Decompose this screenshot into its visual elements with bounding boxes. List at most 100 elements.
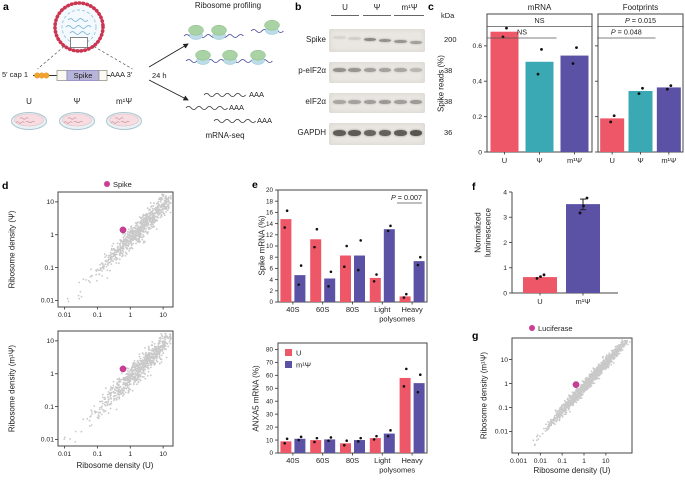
bar-m¹Ψ-60S bbox=[324, 439, 336, 453]
svg-text:1: 1 bbox=[128, 312, 132, 319]
blot-band bbox=[378, 68, 392, 72]
blot-band bbox=[409, 68, 422, 72]
highlight-Spike bbox=[119, 365, 127, 373]
blot-row-label: Spike bbox=[305, 35, 326, 44]
svg-text:30: 30 bbox=[266, 411, 274, 418]
bar-U bbox=[523, 277, 557, 293]
svg-text:P = 0.048: P = 0.048 bbox=[611, 28, 642, 37]
svg-text:1: 1 bbox=[503, 265, 507, 272]
timepoint-label: 24 h bbox=[152, 71, 167, 80]
svg-text:60: 60 bbox=[266, 373, 274, 380]
svg-text:4: 4 bbox=[269, 277, 273, 284]
blot-row-label: eIF2α bbox=[305, 97, 326, 106]
svg-text:80S: 80S bbox=[346, 456, 359, 465]
kda-value: 38 bbox=[444, 66, 453, 75]
panel-d-label: d bbox=[2, 180, 9, 192]
kda-value: 38 bbox=[444, 97, 453, 106]
panel-f-label: f bbox=[472, 181, 476, 193]
svg-text:0.01: 0.01 bbox=[58, 312, 71, 319]
svg-text:10: 10 bbox=[159, 451, 167, 458]
blot-lane-label-m1psi: m¹Ψ bbox=[401, 3, 418, 12]
svg-text:P = 0.007: P = 0.007 bbox=[391, 193, 422, 202]
lane-underline bbox=[363, 15, 391, 16]
cap-bead-icon bbox=[43, 72, 50, 79]
svg-text:U: U bbox=[296, 349, 301, 358]
arrow-ribosome-profiling bbox=[148, 43, 189, 68]
bar-U-60S bbox=[310, 440, 322, 453]
bar-U bbox=[600, 118, 625, 152]
panel-g-label: g bbox=[472, 330, 479, 342]
svg-text:3: 3 bbox=[503, 215, 507, 222]
panel-e-label: e bbox=[252, 179, 258, 191]
svg-text:0.1: 0.1 bbox=[499, 405, 509, 412]
blot-band bbox=[409, 130, 422, 136]
svg-text:10: 10 bbox=[266, 437, 274, 444]
svg-text:0.01: 0.01 bbox=[41, 298, 54, 305]
svg-text:0.2: 0.2 bbox=[473, 114, 483, 121]
svg-text:Footprints: Footprints bbox=[623, 3, 659, 12]
svg-text:2: 2 bbox=[503, 240, 507, 247]
kda-header: kDa bbox=[441, 11, 455, 20]
panel-g-xlabel: Ribosome density (U) bbox=[533, 466, 611, 475]
bar-m¹Ψ-80S bbox=[354, 255, 365, 302]
svg-text:6: 6 bbox=[269, 266, 273, 273]
blot-strip-gapdh bbox=[329, 123, 425, 145]
svg-text:8: 8 bbox=[269, 254, 273, 261]
svg-text:0.01: 0.01 bbox=[534, 458, 547, 465]
svg-text:0.001: 0.001 bbox=[510, 458, 527, 465]
bar-U-60S bbox=[310, 239, 322, 302]
condition-label-m1psi: m¹Ψ bbox=[115, 97, 132, 106]
svg-text:10: 10 bbox=[159, 312, 167, 319]
ribosome-profiling-label: Ribosome profiling bbox=[194, 1, 262, 10]
condition-label-u: U bbox=[26, 97, 32, 106]
svg-text:1: 1 bbox=[50, 371, 54, 378]
blot-band bbox=[333, 130, 346, 136]
svg-text:60S: 60S bbox=[316, 456, 329, 465]
svg-text:U: U bbox=[537, 297, 542, 306]
blot-band bbox=[348, 130, 361, 136]
panel-d-bottom-ylabel: Ribosome density (m¹Ψ) bbox=[7, 344, 17, 433]
lnp-icon bbox=[53, 1, 105, 53]
svg-text:0.01: 0.01 bbox=[41, 437, 54, 444]
bar-U-Heavy bbox=[399, 296, 411, 302]
svg-text:0.01: 0.01 bbox=[495, 429, 508, 436]
svg-text:1: 1 bbox=[582, 458, 586, 465]
bar-m¹Ψ-Light bbox=[383, 229, 395, 302]
svg-text:U: U bbox=[609, 156, 614, 165]
svg-text:Heavy: Heavy bbox=[401, 305, 423, 314]
svg-text:m¹Ψ: m¹Ψ bbox=[296, 361, 311, 370]
svg-text:Heavy: Heavy bbox=[401, 456, 423, 465]
blot-band bbox=[394, 68, 407, 72]
svg-text:0.1: 0.1 bbox=[93, 312, 103, 319]
svg-text:16: 16 bbox=[266, 210, 274, 217]
bar-m¹Ψ-Heavy bbox=[413, 383, 425, 453]
svg-text:70: 70 bbox=[266, 360, 274, 367]
bar-U-Light bbox=[369, 277, 381, 302]
bar-m¹Ψ-40S bbox=[294, 438, 306, 453]
svg-text:0.1: 0.1 bbox=[45, 404, 55, 411]
chart-spike-mrna-polysomes: 0 2 4 6 8 10 12 14 16 18 20 40S 60S 80S Light Heavypoly… bbox=[266, 187, 428, 324]
blot-row-label: GAPDH bbox=[297, 128, 326, 137]
blot-strip-eif2a bbox=[329, 93, 425, 113]
construct-cap-label: 5′ cap 1 bbox=[2, 70, 29, 79]
svg-text:60S: 60S bbox=[316, 305, 329, 314]
svg-text:80S: 80S bbox=[346, 305, 359, 314]
panel-d-xlabel: Ribosome density (U) bbox=[76, 461, 154, 470]
blot-band bbox=[348, 100, 361, 104]
highlight-Luciferase bbox=[572, 381, 580, 388]
svg-text:m¹Ψ: m¹Ψ bbox=[567, 156, 582, 165]
svg-text:10: 10 bbox=[602, 458, 610, 465]
svg-text:40S: 40S bbox=[286, 305, 299, 314]
svg-text:0.4: 0.4 bbox=[473, 79, 483, 86]
svg-text:20: 20 bbox=[266, 187, 274, 194]
bar-U-40S bbox=[280, 219, 292, 302]
svg-text:Light: Light bbox=[374, 305, 391, 314]
panel-c-ylabel: Spike reads (%) bbox=[436, 55, 446, 112]
svg-text:U: U bbox=[502, 156, 507, 165]
chart-anxa5-mrna-polysomes: 0 10 20 30 40 50 60 70 80 40S 60S 80S Light Heavypoly… bbox=[266, 342, 428, 475]
bar-U bbox=[490, 31, 519, 153]
bar-U-80S bbox=[340, 255, 351, 302]
svg-text:Ψ: Ψ bbox=[536, 156, 542, 165]
